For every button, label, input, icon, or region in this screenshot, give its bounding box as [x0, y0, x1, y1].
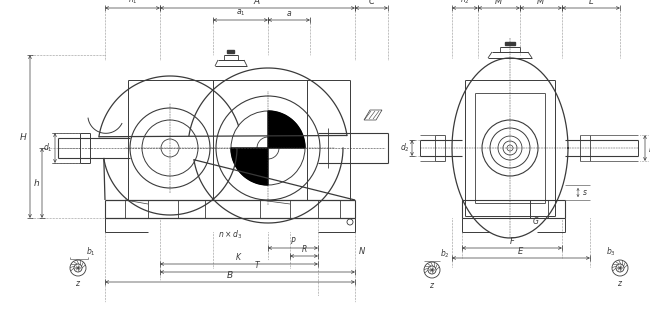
- Text: $M$: $M$: [495, 0, 504, 6]
- Polygon shape: [231, 148, 268, 185]
- Text: $P$: $P$: [290, 235, 296, 246]
- Text: $z$: $z$: [617, 279, 623, 288]
- Text: $h_1$: $h_1$: [127, 0, 137, 6]
- Text: $M$: $M$: [536, 0, 545, 6]
- Text: $R$: $R$: [301, 243, 307, 254]
- Text: $s$: $s$: [582, 188, 588, 197]
- Text: $a$: $a$: [286, 9, 292, 18]
- Text: $h$: $h$: [33, 178, 40, 188]
- Text: $d_2$: $d_2$: [400, 142, 410, 154]
- Text: $h_2$: $h_2$: [460, 0, 470, 6]
- Polygon shape: [268, 111, 305, 148]
- Text: $b_2$: $b_2$: [440, 247, 450, 260]
- Text: $a_1$: $a_1$: [236, 7, 245, 18]
- Text: $z$: $z$: [429, 281, 435, 290]
- Bar: [227, 50, 234, 53]
- Text: $C$: $C$: [368, 0, 376, 6]
- Text: $G$: $G$: [532, 216, 540, 227]
- Text: $z$: $z$: [75, 279, 81, 288]
- Bar: [505, 42, 515, 45]
- Text: $d_1$: $d_1$: [44, 142, 53, 154]
- Text: $B$: $B$: [226, 269, 234, 280]
- Text: $n\times d_3$: $n\times d_3$: [218, 228, 242, 241]
- Text: $T$: $T$: [254, 259, 261, 270]
- Text: $A$: $A$: [254, 0, 261, 6]
- Text: $b_1$: $b_1$: [86, 246, 96, 258]
- Text: $H$: $H$: [20, 131, 28, 142]
- Text: $N$: $N$: [358, 245, 366, 256]
- Text: $D$: $D$: [648, 143, 650, 154]
- Text: $K$: $K$: [235, 251, 242, 262]
- Text: $L$: $L$: [588, 0, 594, 6]
- Polygon shape: [364, 110, 382, 120]
- Text: $F$: $F$: [508, 235, 515, 246]
- Text: $E$: $E$: [517, 245, 525, 256]
- Text: $b_3$: $b_3$: [606, 246, 616, 258]
